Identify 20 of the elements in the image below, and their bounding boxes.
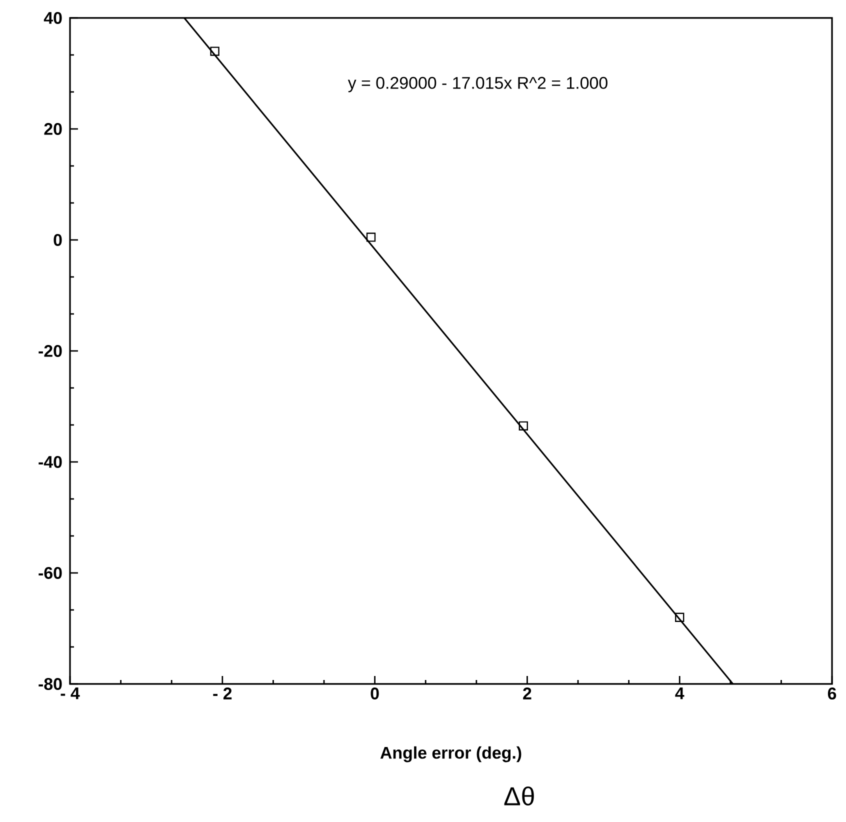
point <box>675 612 684 622</box>
y-tick-label: -40 <box>38 456 62 468</box>
x-tick-label: 6 <box>828 688 836 700</box>
x-tick-label: - 2 <box>213 688 232 700</box>
point <box>518 421 528 430</box>
x-axis-title: Angle error (deg.) <box>380 746 522 762</box>
x-tick-label: - 4 <box>60 688 80 700</box>
y-tick-label: 40 <box>44 12 62 24</box>
y-tick-label: 0 <box>54 234 62 246</box>
text: Δθ <box>504 786 534 806</box>
y-tick-label: -20 <box>38 344 62 357</box>
annotation: y = 0.29000 - 17.015x R^2 = 1.000 <box>348 76 608 92</box>
x-tick-label: 2 <box>523 688 532 700</box>
y-tick-label: -60 <box>38 566 62 579</box>
point <box>210 46 220 56</box>
x-tick-label: 0 <box>370 688 379 700</box>
x-tick-label: 4 <box>675 688 684 700</box>
y-tick-label: 20 <box>44 122 62 135</box>
point <box>366 232 376 242</box>
y-tick-label: -80 <box>38 678 62 690</box>
